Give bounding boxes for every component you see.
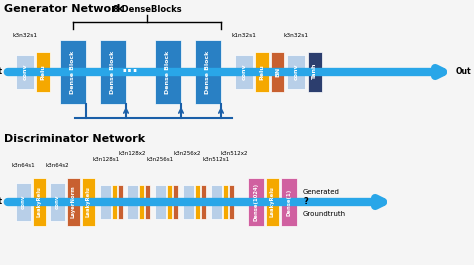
Bar — [173, 185, 178, 219]
Text: k3n128x2: k3n128x2 — [118, 151, 146, 156]
Text: Dense Block: Dense Block — [71, 50, 75, 94]
Bar — [308, 52, 322, 92]
Bar — [281, 178, 297, 226]
Bar — [183, 185, 194, 219]
Bar — [36, 52, 50, 92]
Bar — [100, 40, 126, 104]
Text: ···: ··· — [121, 64, 138, 80]
Text: k3n512x2: k3n512x2 — [220, 151, 248, 156]
Text: Discriminator Network: Discriminator Network — [4, 134, 145, 144]
Text: Tanh: Tanh — [312, 64, 318, 80]
Text: Input: Input — [0, 197, 2, 206]
Bar — [127, 185, 138, 219]
Bar — [235, 55, 253, 89]
Text: k3n512s1: k3n512s1 — [202, 157, 229, 162]
Bar — [118, 185, 123, 219]
Bar — [255, 52, 269, 92]
Text: conv: conv — [55, 195, 60, 209]
Text: k3n256s1: k3n256s1 — [146, 157, 173, 162]
Text: Input: Input — [0, 68, 2, 77]
Bar — [82, 178, 95, 226]
Text: LeakyRelu: LeakyRelu — [270, 187, 275, 218]
Bar — [248, 178, 264, 226]
Text: k3n64s1: k3n64s1 — [11, 163, 35, 168]
Text: LeakyRelu: LeakyRelu — [37, 187, 42, 218]
Text: LeakyRelu: LeakyRelu — [86, 187, 91, 218]
Bar — [223, 185, 228, 219]
Bar — [201, 185, 206, 219]
Text: k3n128s1: k3n128s1 — [92, 157, 119, 162]
Text: Out: Out — [456, 68, 472, 77]
Text: Dense Block: Dense Block — [110, 50, 116, 94]
Text: Generator Network: Generator Network — [4, 4, 124, 14]
Bar — [195, 185, 200, 219]
Text: conv: conv — [241, 64, 246, 80]
Bar — [155, 185, 166, 219]
Text: k3n64s2: k3n64s2 — [45, 163, 69, 168]
Bar — [60, 40, 86, 104]
Bar — [67, 178, 80, 226]
Text: Generated: Generated — [303, 189, 340, 195]
Text: Dense(1): Dense(1) — [286, 188, 292, 216]
Bar — [100, 185, 111, 219]
Text: k3n256x2: k3n256x2 — [173, 151, 201, 156]
Bar — [33, 178, 46, 226]
Bar — [195, 40, 221, 104]
Text: Relu: Relu — [259, 64, 264, 80]
Text: BN: BN — [275, 67, 280, 77]
Text: k3n32s1: k3n32s1 — [12, 33, 37, 38]
Text: k1n32s1: k1n32s1 — [232, 33, 256, 38]
Text: k3n32s1: k3n32s1 — [283, 33, 309, 38]
Text: Groundtruth: Groundtruth — [303, 211, 346, 217]
Text: Relu: Relu — [40, 64, 46, 80]
Bar — [145, 185, 150, 219]
Text: 8 DenseBlocks: 8 DenseBlocks — [113, 6, 182, 15]
Bar — [167, 185, 172, 219]
Bar — [50, 183, 65, 221]
Bar — [16, 183, 31, 221]
Bar — [229, 185, 234, 219]
Bar — [112, 185, 117, 219]
Bar — [155, 40, 181, 104]
Text: ?: ? — [303, 197, 308, 206]
Bar — [139, 185, 144, 219]
Text: LayerNorm: LayerNorm — [71, 186, 76, 218]
Text: conv: conv — [293, 64, 299, 80]
Bar — [266, 178, 279, 226]
Bar — [271, 52, 284, 92]
Text: conv: conv — [22, 64, 27, 80]
Text: conv: conv — [21, 195, 26, 209]
Text: Dense Block: Dense Block — [206, 50, 210, 94]
Bar — [211, 185, 222, 219]
Bar — [287, 55, 305, 89]
Text: Dense(1024): Dense(1024) — [254, 183, 258, 221]
Bar — [16, 55, 34, 89]
Text: Dense Block: Dense Block — [165, 50, 171, 94]
